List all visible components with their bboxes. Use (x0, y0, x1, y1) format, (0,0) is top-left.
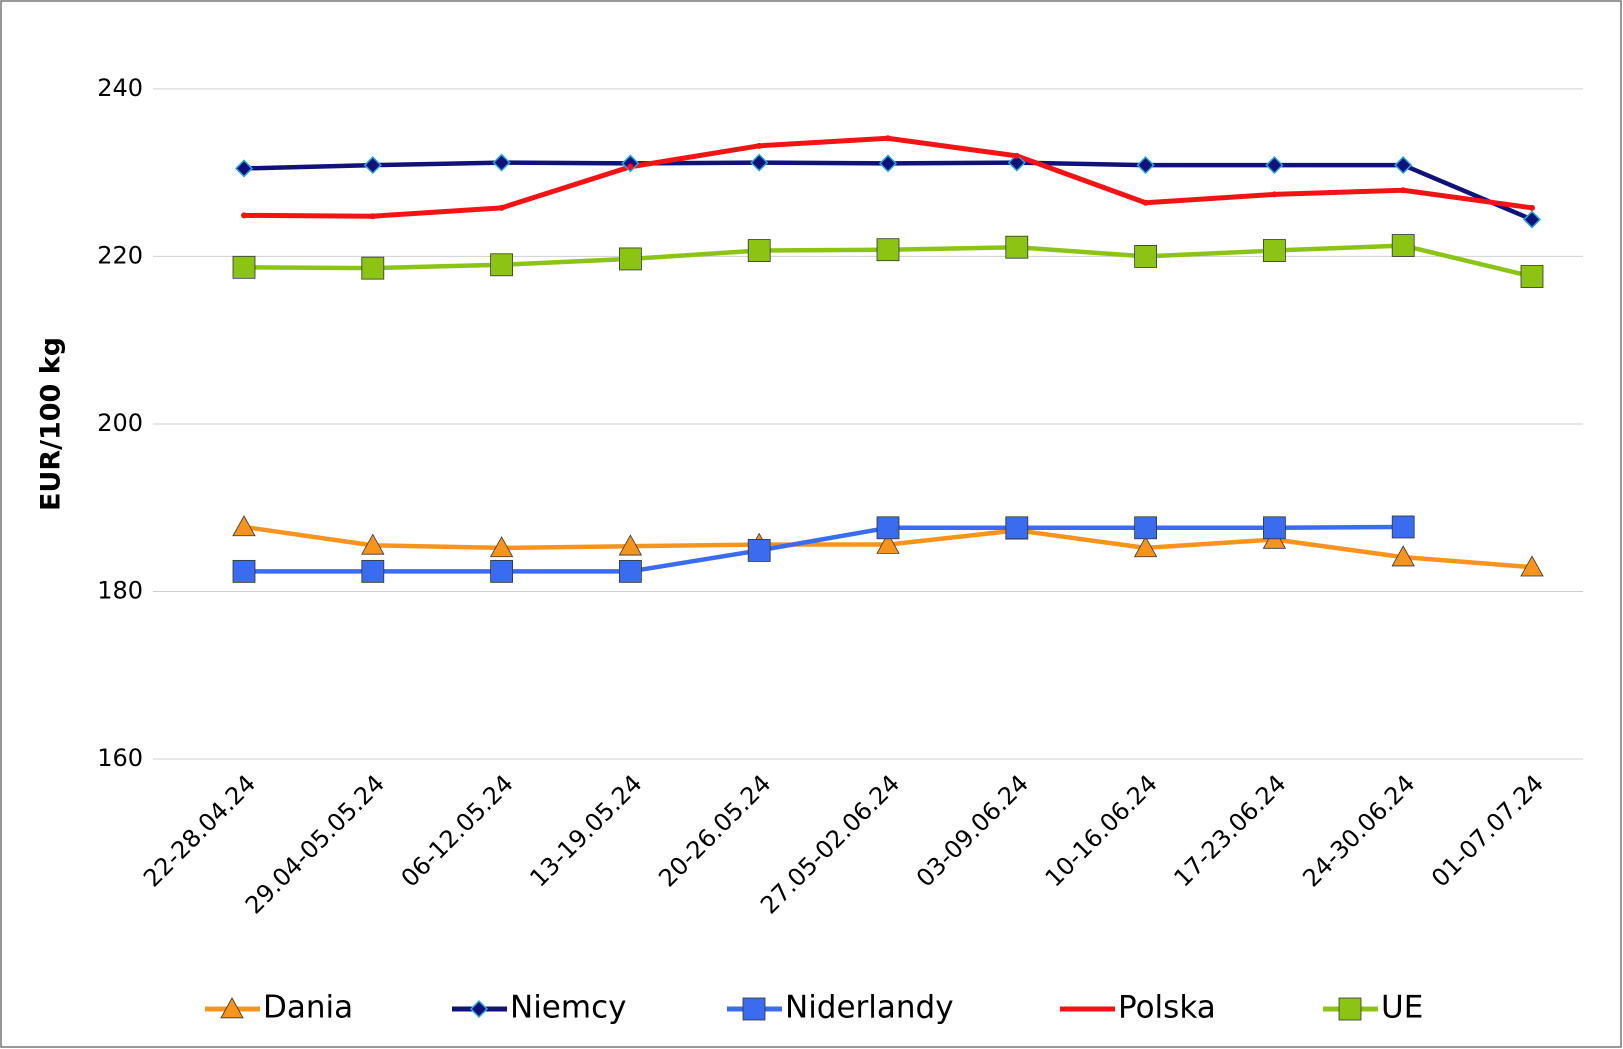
y-tick-label: 200 (97, 409, 143, 437)
marker (363, 156, 382, 175)
point (498, 204, 505, 211)
point (1529, 204, 1535, 211)
y-tick-label: 220 (97, 241, 143, 269)
legend-label: Polska (1118, 990, 1216, 1026)
marker (1394, 156, 1413, 175)
marker (619, 247, 642, 271)
marker (1520, 555, 1544, 577)
marker (747, 539, 771, 562)
marker (361, 559, 385, 583)
y-tick-label: 160 (97, 744, 143, 772)
marker (232, 515, 256, 537)
marker (232, 255, 256, 279)
marker (750, 153, 769, 172)
point (885, 135, 891, 142)
legend-label: Niderlandy (785, 990, 954, 1026)
marker (490, 253, 514, 277)
marker (1522, 210, 1542, 229)
marker (1338, 997, 1362, 1021)
marker (876, 516, 900, 540)
marker (876, 238, 900, 262)
marker (1391, 515, 1415, 539)
marker (1007, 153, 1026, 172)
legend-label: UE (1381, 990, 1423, 1026)
marker (220, 997, 244, 1019)
point (369, 213, 376, 220)
marker (490, 559, 514, 583)
y-tick-label: 180 (97, 576, 143, 604)
marker (618, 534, 643, 556)
marker (489, 536, 514, 558)
point (1013, 152, 1020, 159)
point (241, 212, 247, 219)
marker (1265, 156, 1284, 175)
point (1142, 199, 1149, 206)
marker (1005, 235, 1029, 259)
y-tick-label: 240 (97, 74, 143, 102)
marker (1520, 265, 1544, 288)
marker (878, 154, 898, 173)
point (1400, 187, 1407, 194)
legend-label: Dania (263, 990, 353, 1026)
marker (1391, 234, 1415, 257)
marker (234, 159, 254, 178)
marker (232, 559, 256, 583)
legend-label: Niemcy (510, 990, 626, 1026)
marker (1263, 239, 1286, 262)
marker (1136, 156, 1155, 175)
marker (1263, 516, 1286, 540)
marker (492, 153, 511, 172)
marker (1133, 536, 1158, 558)
marker (621, 154, 640, 173)
marker (742, 997, 766, 1021)
marker (469, 999, 489, 1019)
point (756, 142, 763, 149)
series-line (244, 524, 1404, 574)
marker (1391, 545, 1415, 567)
marker (1005, 516, 1029, 540)
marker (1134, 245, 1157, 268)
marker (619, 559, 642, 583)
y-axis-label: EUR/100 kg (36, 337, 67, 511)
marker (876, 532, 900, 554)
point (627, 163, 634, 170)
marker (1134, 516, 1157, 540)
marker (361, 256, 385, 280)
marker (747, 239, 771, 262)
point (1271, 191, 1278, 198)
marker (361, 533, 385, 555)
